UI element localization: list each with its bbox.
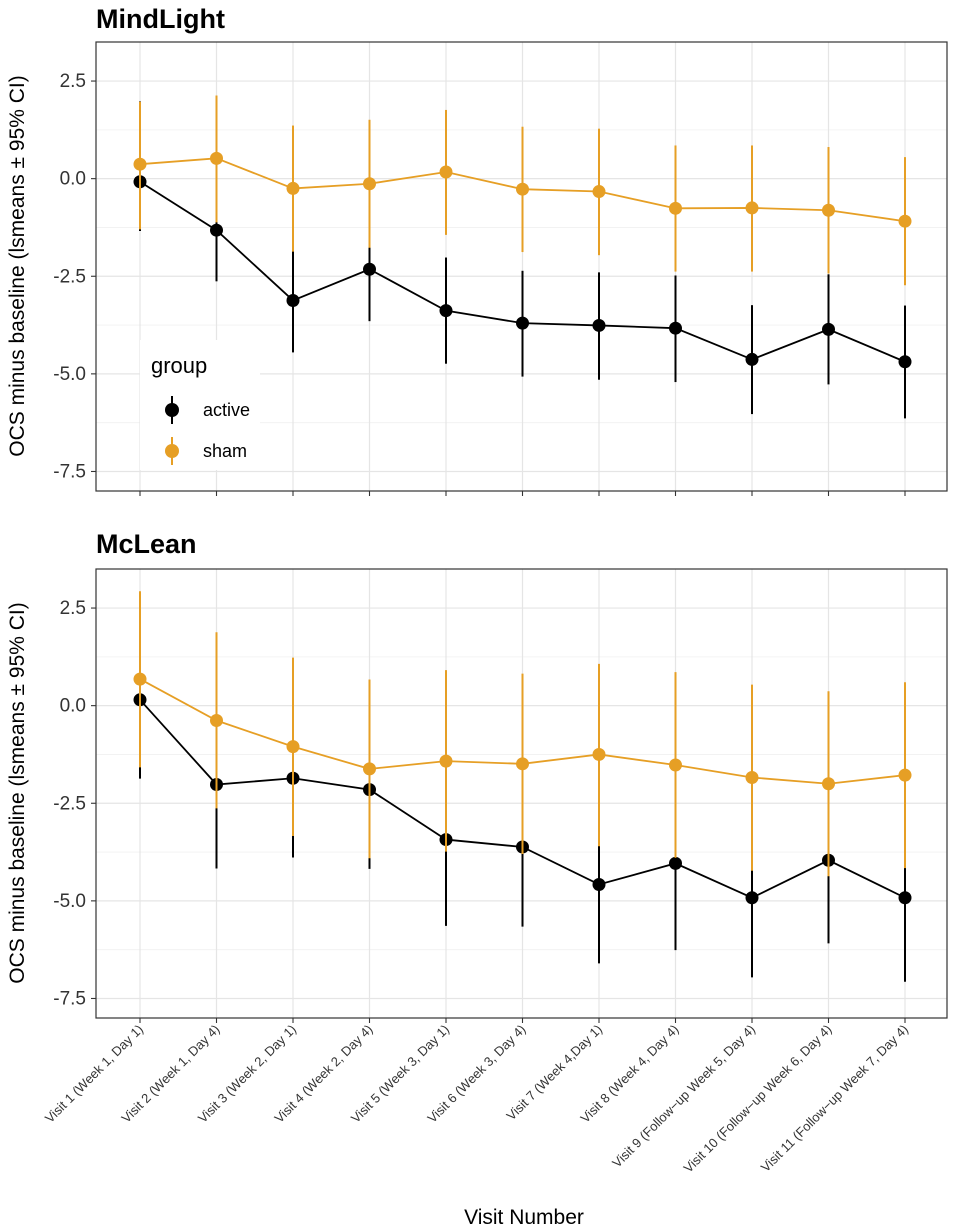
point-active xyxy=(745,352,759,366)
y-axis: 2.5 0.0 -2.5 -5.0 -7.5 xyxy=(53,598,96,1009)
y-tick-label: -2.5 xyxy=(53,266,86,287)
y-tick-label: 0.0 xyxy=(60,169,86,190)
point-active xyxy=(516,316,529,330)
legend: group active sham xyxy=(140,340,260,470)
point-active xyxy=(822,322,835,336)
point-sham xyxy=(439,754,453,768)
point-sham xyxy=(822,777,835,791)
point-sham xyxy=(745,201,759,215)
point-sham xyxy=(898,214,912,228)
point-sham xyxy=(133,157,147,171)
y-tick-label: 2.5 xyxy=(60,598,86,619)
series-active xyxy=(133,101,912,419)
legend-label-active: active xyxy=(203,400,250,420)
x-axis: Visit 1 (Week 1, Day 1)Visit 2 (Week 1, … xyxy=(42,1018,911,1176)
y-tick-label: -5.0 xyxy=(53,891,86,912)
y-tick-label: -7.5 xyxy=(53,988,86,1009)
point-active xyxy=(669,321,682,335)
point-active xyxy=(363,262,376,276)
point-sham xyxy=(592,747,606,761)
x-tick-label: Visit 11 (Follow−up Week 7, Day 4) xyxy=(758,1022,911,1175)
point-sham xyxy=(363,177,376,191)
y-axis-title-mindlight: OCS minus baseline (lsmeans ± 95% CI) xyxy=(6,75,29,457)
point-sham xyxy=(439,165,453,179)
point-active xyxy=(898,891,912,905)
point-active xyxy=(592,318,606,332)
point-active xyxy=(286,293,300,307)
point-sham xyxy=(592,185,606,199)
panel-mclean: McLean 2.5 0.0 -2.5 -5.0 -7.5 Visit 1 (Week … xyxy=(42,529,948,1176)
legend-key-active xyxy=(165,396,179,424)
point-active xyxy=(592,877,606,891)
point-sham xyxy=(286,181,300,195)
y-tick-label: -5.0 xyxy=(53,364,86,385)
point-sham xyxy=(669,758,682,772)
y-tick-label: -7.5 xyxy=(53,461,86,482)
y-axis-title-mclean: OCS minus baseline (lsmeans ± 95% CI) xyxy=(6,602,29,984)
point-active xyxy=(745,891,759,905)
panel-title: McLean xyxy=(96,529,197,559)
y-tick-label: 2.5 xyxy=(60,71,86,92)
legend-label-sham: sham xyxy=(203,441,247,461)
series-layer xyxy=(133,95,912,419)
point-active xyxy=(210,223,223,237)
point-sham xyxy=(745,770,759,784)
point-sham xyxy=(822,203,835,217)
legend-key-sham xyxy=(165,437,179,465)
point-active xyxy=(898,355,912,369)
point-sham xyxy=(898,768,912,782)
point-active xyxy=(669,856,682,870)
panel-border xyxy=(95,568,948,1019)
point-sham xyxy=(133,672,147,686)
point-active xyxy=(439,304,453,318)
series-layer xyxy=(133,591,912,982)
series-sham xyxy=(133,591,912,877)
point-sham xyxy=(669,201,682,215)
x-axis-title: Visit Number xyxy=(464,1206,584,1229)
point-sham xyxy=(516,757,529,771)
x-tick-label: Visit 10 (Follow−up Week 6, Day 4) xyxy=(681,1022,835,1176)
x-axis xyxy=(139,491,906,496)
legend-background xyxy=(140,340,260,470)
panel-title: MindLight xyxy=(96,4,225,34)
point-sham xyxy=(286,740,300,754)
x-tick-label: Visit 9 (Follow−up Week 5, Day 4) xyxy=(609,1022,758,1171)
panel-mindlight: MindLight 2.5 0.0 -2.5 -5.0 -7.5 group activ… xyxy=(53,4,948,496)
series-sham xyxy=(133,95,912,286)
point-sham xyxy=(210,151,223,165)
point-sham xyxy=(210,713,223,727)
y-tick-label: -2.5 xyxy=(53,793,86,814)
legend-title: group xyxy=(151,353,207,378)
panel-border xyxy=(95,41,948,492)
y-axis: 2.5 0.0 -2.5 -5.0 -7.5 xyxy=(53,71,96,482)
point-sham xyxy=(516,182,529,196)
point-sham xyxy=(363,762,376,776)
y-tick-label: 0.0 xyxy=(60,696,86,717)
